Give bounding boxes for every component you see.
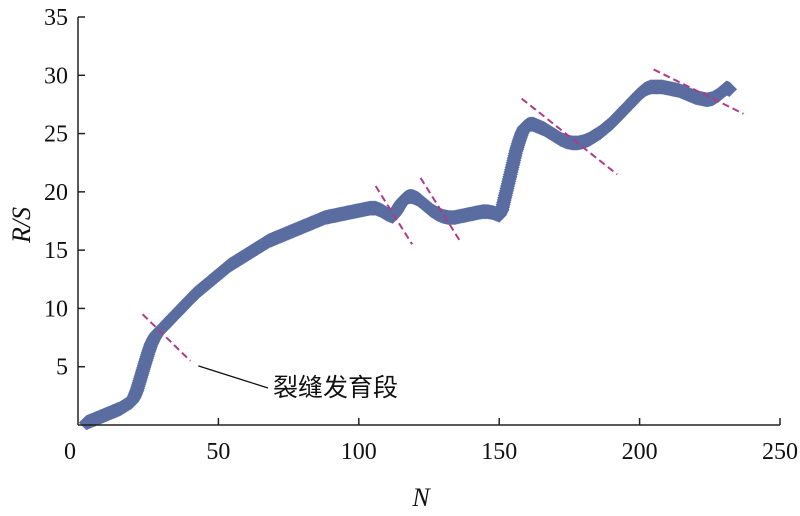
y-tick-label: 25 (44, 122, 68, 148)
x-ticks: 0 50 100 150 200 250 (64, 418, 798, 465)
y-tick-label: 5 (56, 355, 68, 381)
y-tick-label: 20 (44, 180, 68, 206)
x-tick-label: 150 (481, 439, 517, 465)
annotation-text: 裂缝发育段 (273, 373, 398, 402)
y-tick-label: 35 (44, 5, 68, 31)
fracture-dashed-line (419, 177, 461, 242)
fracture-dashed-line (141, 313, 192, 362)
y-ticks: 5 10 15 20 25 30 35 (44, 5, 85, 381)
annotation: 裂缝发育段 (198, 365, 398, 402)
axes (77, 17, 780, 426)
x-tick-label: 250 (762, 439, 798, 465)
y-tick-label: 30 (44, 63, 68, 89)
x-tick-label: 200 (622, 439, 658, 465)
plot-area (78, 68, 744, 431)
x-tick-label: 50 (206, 439, 230, 465)
annotation-leader-line (198, 365, 269, 389)
y-axis-title: R/S (7, 207, 36, 244)
x-tick-label: 100 (341, 439, 377, 465)
y-tick-label: 15 (44, 238, 68, 264)
fracture-dashed-line (653, 68, 744, 115)
data-point (721, 81, 738, 97)
x-tick-label: 0 (64, 439, 76, 465)
fracture-dashed-line (521, 97, 618, 176)
x-axis-title: N (411, 483, 431, 512)
y-tick-label: 10 (44, 296, 68, 322)
fracture-dashed-line (374, 185, 413, 245)
